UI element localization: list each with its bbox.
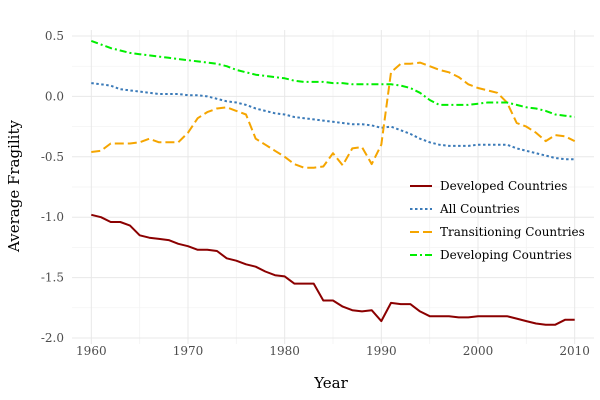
- x-tick-label: 2010: [559, 344, 590, 358]
- x-tick-label: 1970: [173, 344, 204, 358]
- legend-label: All Countries: [439, 202, 520, 216]
- y-tick-label: -1.0: [41, 210, 64, 224]
- y-axis-title: Average Fragility: [5, 119, 23, 252]
- y-tick-label: -0.5: [41, 150, 64, 164]
- series-line-transitioning-countries: [91, 61, 576, 169]
- x-axis-title: Year: [313, 374, 348, 392]
- x-tick-label: 1960: [76, 344, 107, 358]
- x-tick-label: 1990: [366, 344, 397, 358]
- series-lines: [90, 39, 576, 326]
- y-tick-label: -1.5: [41, 271, 64, 285]
- gridlines: [72, 30, 594, 344]
- legend-label: Developed Countries: [440, 179, 567, 193]
- legend-label: Transitioning Countries: [440, 225, 585, 239]
- y-tick-label: 0.5: [45, 29, 64, 43]
- y-axis-ticks: -2.0 -1.5 -1.0 -0.5 0.0 0.5: [41, 29, 64, 345]
- y-tick-label: 0.0: [45, 89, 64, 103]
- series-line-developed-countries: [91, 213, 575, 326]
- x-axis-ticks: 1960 1970 1980 1990 2000 2010: [76, 344, 590, 358]
- x-tick-label: 1980: [269, 344, 300, 358]
- series-line-all-countries: [91, 82, 575, 161]
- legend: Developed Countries All Countries Transiti…: [410, 179, 585, 262]
- x-tick-label: 2000: [463, 344, 494, 358]
- series-line-developing-countries: [90, 39, 575, 118]
- y-tick-label: -2.0: [41, 331, 64, 345]
- legend-label: Developing Countries: [440, 248, 572, 262]
